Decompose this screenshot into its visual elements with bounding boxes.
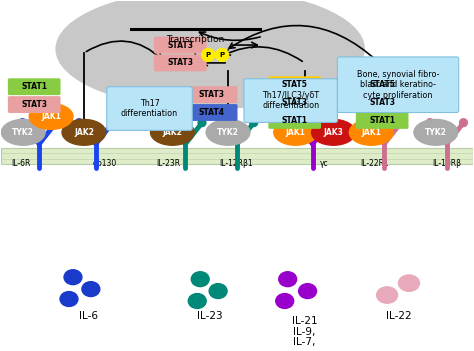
Text: STAT1: STAT1: [21, 82, 47, 91]
Ellipse shape: [292, 119, 300, 127]
Ellipse shape: [62, 119, 106, 145]
Text: JAK1: JAK1: [286, 128, 306, 137]
FancyBboxPatch shape: [337, 57, 459, 113]
Text: Th17/ILC3/γδT
differentiation: Th17/ILC3/γδT differentiation: [262, 91, 319, 110]
FancyBboxPatch shape: [8, 78, 61, 95]
Ellipse shape: [274, 119, 318, 145]
Text: Th17
differentiation: Th17 differentiation: [121, 99, 178, 118]
Text: STAT3: STAT3: [167, 58, 193, 67]
Text: γc: γc: [320, 159, 329, 168]
Ellipse shape: [250, 119, 257, 127]
Text: JAK2: JAK2: [74, 128, 94, 137]
Text: TYK2: TYK2: [12, 128, 34, 137]
Text: JAK1: JAK1: [361, 128, 381, 137]
Ellipse shape: [188, 293, 206, 309]
FancyBboxPatch shape: [356, 76, 409, 93]
Ellipse shape: [109, 119, 117, 127]
Text: IL-12Rβ1: IL-12Rβ1: [219, 159, 253, 168]
Text: TYK2: TYK2: [425, 128, 447, 137]
Ellipse shape: [151, 119, 194, 145]
FancyBboxPatch shape: [356, 112, 409, 129]
Ellipse shape: [349, 119, 393, 145]
Text: JAK3: JAK3: [323, 128, 343, 137]
Text: gp130: gp130: [92, 159, 117, 168]
Text: P: P: [219, 52, 225, 58]
Text: STAT3: STAT3: [21, 100, 47, 109]
Ellipse shape: [56, 0, 364, 108]
Text: IL-6R: IL-6R: [11, 159, 31, 168]
Text: TYK2: TYK2: [217, 128, 239, 137]
Ellipse shape: [164, 119, 173, 127]
Ellipse shape: [377, 287, 398, 303]
Ellipse shape: [64, 270, 82, 285]
Ellipse shape: [52, 119, 60, 127]
Text: IL-22R1: IL-22R1: [360, 159, 389, 168]
Ellipse shape: [1, 119, 45, 145]
Ellipse shape: [18, 119, 27, 127]
FancyBboxPatch shape: [8, 96, 61, 113]
FancyBboxPatch shape: [185, 86, 237, 103]
Ellipse shape: [198, 119, 206, 127]
Ellipse shape: [191, 272, 209, 287]
Text: IL-9,: IL-9,: [293, 327, 316, 337]
Ellipse shape: [460, 119, 467, 127]
Text: JAK1: JAK1: [41, 112, 61, 121]
Text: IL-23R: IL-23R: [156, 159, 181, 168]
Text: JAK2: JAK2: [163, 128, 182, 137]
Text: P: P: [206, 52, 211, 58]
Ellipse shape: [209, 284, 227, 298]
Ellipse shape: [216, 48, 228, 61]
Ellipse shape: [399, 275, 419, 291]
FancyBboxPatch shape: [268, 112, 321, 129]
FancyBboxPatch shape: [356, 94, 409, 111]
FancyBboxPatch shape: [244, 79, 337, 122]
Text: IL-10Rβ: IL-10Rβ: [432, 159, 461, 168]
FancyBboxPatch shape: [185, 104, 237, 121]
Text: STAT3: STAT3: [282, 98, 308, 107]
Ellipse shape: [279, 272, 297, 287]
Text: STAT4: STAT4: [198, 108, 224, 117]
Ellipse shape: [325, 119, 333, 127]
Ellipse shape: [364, 119, 371, 127]
Ellipse shape: [29, 104, 73, 130]
Text: IL-6: IL-6: [79, 311, 99, 321]
Ellipse shape: [202, 48, 215, 61]
Ellipse shape: [75, 119, 83, 127]
Ellipse shape: [276, 293, 294, 309]
Ellipse shape: [414, 119, 458, 145]
FancyBboxPatch shape: [107, 87, 192, 130]
Ellipse shape: [397, 119, 405, 127]
Text: STAT3: STAT3: [198, 90, 224, 99]
Text: STAT5: STAT5: [369, 80, 395, 89]
Ellipse shape: [299, 284, 317, 298]
Text: IL-23: IL-23: [197, 311, 223, 321]
Ellipse shape: [82, 282, 100, 297]
Ellipse shape: [311, 119, 356, 145]
Text: Bone, synovial fibro-
blast and keratino-
cyte proliferation: Bone, synovial fibro- blast and keratino…: [357, 70, 439, 100]
Ellipse shape: [206, 119, 250, 145]
FancyBboxPatch shape: [1, 148, 473, 164]
Text: IL-7,: IL-7,: [293, 337, 316, 347]
Text: STAT1: STAT1: [282, 116, 308, 125]
Text: Transcription: Transcription: [166, 35, 224, 44]
FancyBboxPatch shape: [154, 54, 207, 71]
Ellipse shape: [217, 119, 224, 127]
Text: IL-21: IL-21: [292, 316, 318, 326]
Text: IL-22: IL-22: [386, 311, 412, 321]
FancyBboxPatch shape: [154, 37, 207, 53]
Text: STAT3: STAT3: [369, 98, 395, 107]
FancyBboxPatch shape: [268, 94, 321, 111]
Text: STAT3: STAT3: [167, 41, 193, 49]
FancyBboxPatch shape: [268, 76, 321, 93]
Text: STAT5: STAT5: [282, 80, 308, 89]
Ellipse shape: [60, 292, 78, 306]
Text: STAT1: STAT1: [369, 116, 395, 125]
Ellipse shape: [426, 119, 434, 127]
